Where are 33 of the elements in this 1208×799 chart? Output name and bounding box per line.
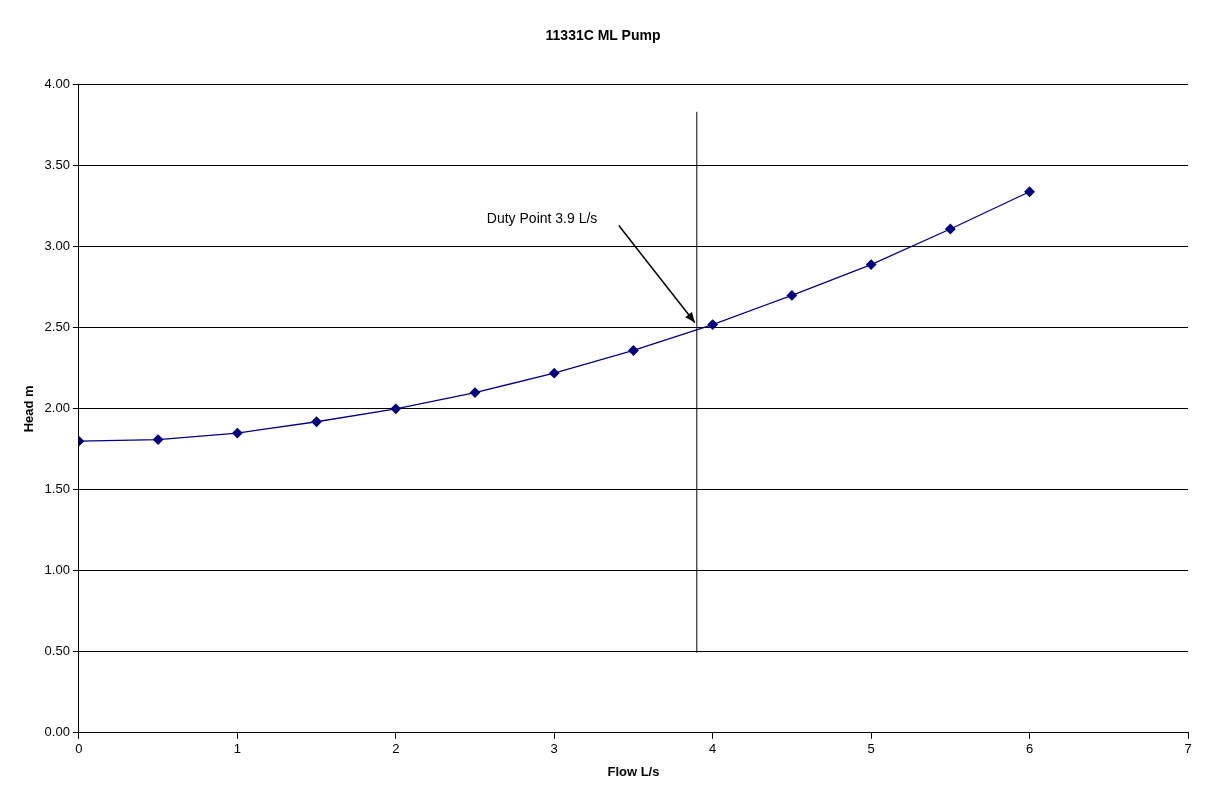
point xyxy=(232,427,243,439)
y-tick-label: 0.50 xyxy=(44,643,70,659)
point xyxy=(1024,186,1035,197)
chart-title: 11331C ML Pump xyxy=(545,27,661,44)
x-tick-label: 3 xyxy=(550,741,558,757)
point xyxy=(945,223,956,235)
point xyxy=(549,368,560,379)
x-tick-label: 0 xyxy=(75,741,83,757)
x-tick-label: 2 xyxy=(392,741,400,757)
point xyxy=(469,387,481,398)
point xyxy=(786,290,798,301)
point xyxy=(390,403,401,414)
x-tick-label: 5 xyxy=(867,741,875,757)
y-tick-label: 1.00 xyxy=(44,562,70,578)
y-tick-label: 4.00 xyxy=(44,76,70,92)
point xyxy=(865,259,877,270)
point xyxy=(707,319,718,330)
x-axis-title: Flow L/s xyxy=(607,763,660,779)
x-tick-label: 4 xyxy=(709,741,717,757)
point xyxy=(628,345,639,356)
point xyxy=(311,416,322,427)
y-tick-label: 1.50 xyxy=(44,481,70,497)
point xyxy=(152,434,164,445)
y-tick-label: 3.50 xyxy=(44,157,70,173)
y-tick-label: 2.00 xyxy=(44,400,70,416)
y-axis-title: Head m xyxy=(21,385,37,433)
y-tick-label: 0.00 xyxy=(44,724,70,740)
y-tick-label: 2.50 xyxy=(44,319,70,335)
x-tick-label: 7 xyxy=(1184,741,1192,757)
x-tick-label: 6 xyxy=(1025,741,1034,757)
annotation: Duty Point 3.9 L/s xyxy=(486,209,598,226)
x-tick-label: 1 xyxy=(233,741,241,757)
y-tick-label: 3.00 xyxy=(44,238,70,254)
